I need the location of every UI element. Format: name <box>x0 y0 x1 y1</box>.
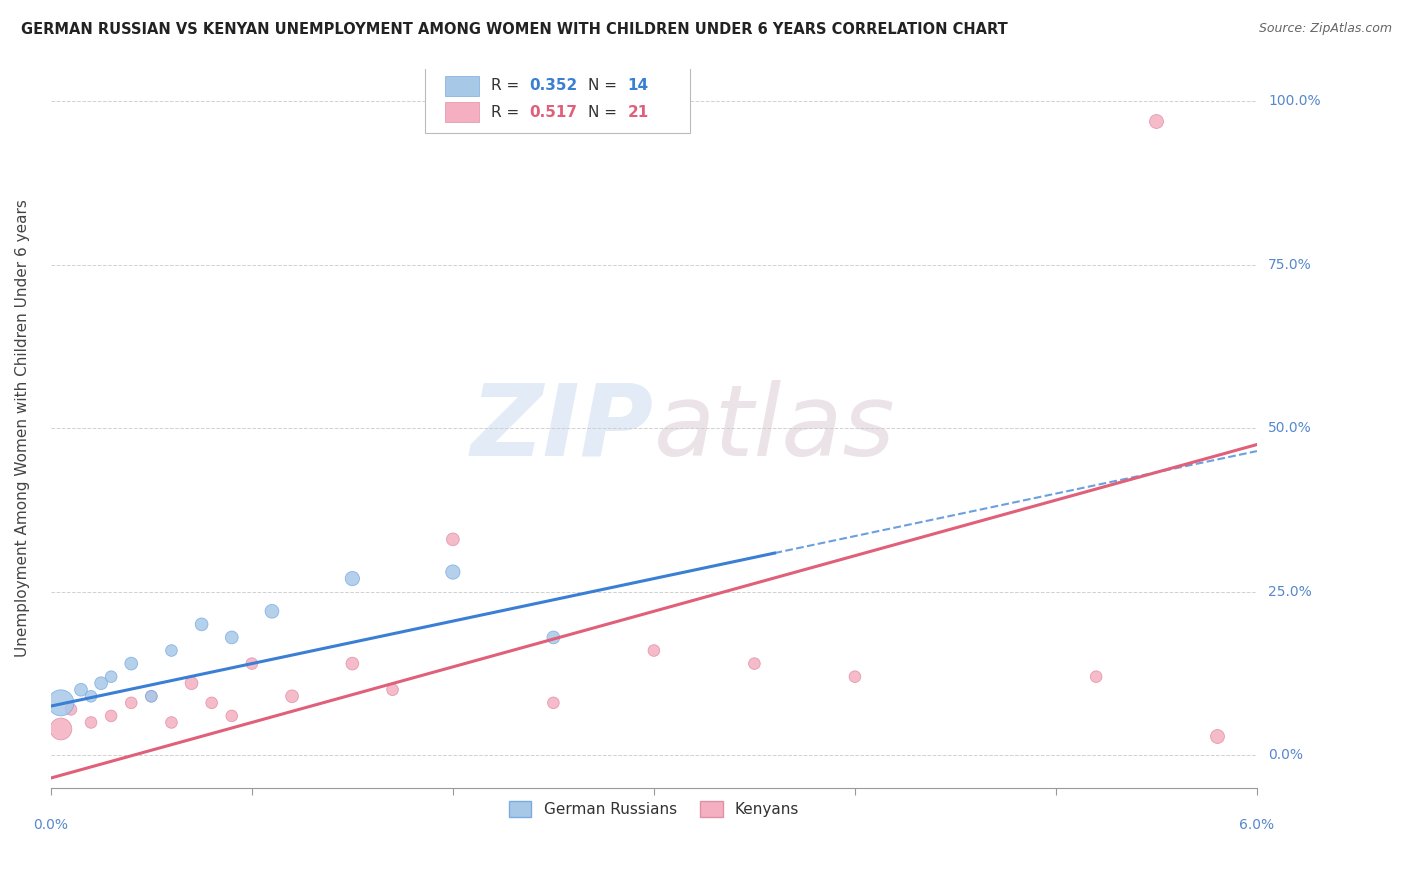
Text: 75.0%: 75.0% <box>1268 258 1312 272</box>
Point <box>1085 670 1108 684</box>
Text: 0.352: 0.352 <box>530 78 578 94</box>
Point <box>70 682 93 697</box>
Text: N =: N = <box>588 105 621 120</box>
Text: 50.0%: 50.0% <box>1268 421 1312 435</box>
Point <box>100 670 122 684</box>
Point <box>260 604 283 618</box>
Point <box>141 690 163 704</box>
Point <box>49 696 72 710</box>
Point <box>240 657 263 671</box>
Text: 21: 21 <box>627 105 648 120</box>
Point <box>543 696 565 710</box>
Point <box>281 690 304 704</box>
Text: 25.0%: 25.0% <box>1268 584 1312 599</box>
Text: GERMAN RUSSIAN VS KENYAN UNEMPLOYMENT AMONG WOMEN WITH CHILDREN UNDER 6 YEARS CO: GERMAN RUSSIAN VS KENYAN UNEMPLOYMENT AM… <box>21 22 1008 37</box>
Y-axis label: Unemployment Among Women with Children Under 6 years: Unemployment Among Women with Children U… <box>15 199 30 657</box>
Point <box>141 690 163 704</box>
Bar <box>446 76 479 95</box>
Text: N =: N = <box>588 78 621 94</box>
Point <box>49 722 72 736</box>
Text: Source: ZipAtlas.com: Source: ZipAtlas.com <box>1258 22 1392 36</box>
Point <box>100 709 122 723</box>
Text: 0.0%: 0.0% <box>1268 748 1303 762</box>
Point <box>80 690 103 704</box>
Point <box>120 657 142 671</box>
Point <box>160 643 183 657</box>
Point <box>543 631 565 645</box>
Point <box>90 676 112 690</box>
Text: ZIP: ZIP <box>471 380 654 476</box>
Point <box>342 572 364 586</box>
Point <box>1146 113 1168 128</box>
Text: R =: R = <box>491 105 524 120</box>
Point <box>190 617 212 632</box>
Point <box>120 696 142 710</box>
Point <box>381 682 404 697</box>
Point <box>342 657 364 671</box>
FancyBboxPatch shape <box>425 65 690 133</box>
Text: 6.0%: 6.0% <box>1240 818 1274 832</box>
Point <box>1205 729 1227 743</box>
Text: 0.517: 0.517 <box>530 105 578 120</box>
Bar <box>446 103 479 122</box>
Point <box>441 533 464 547</box>
Text: atlas: atlas <box>654 380 896 476</box>
Point <box>844 670 866 684</box>
Point <box>221 709 243 723</box>
Point <box>441 565 464 579</box>
Text: 100.0%: 100.0% <box>1268 95 1320 108</box>
Point <box>201 696 224 710</box>
Point <box>221 631 243 645</box>
Point <box>160 715 183 730</box>
Point <box>643 643 665 657</box>
Legend: German Russians, Kenyans: German Russians, Kenyans <box>502 795 806 823</box>
Text: 0.0%: 0.0% <box>34 818 69 832</box>
Point <box>59 702 82 716</box>
Point <box>744 657 766 671</box>
Text: R =: R = <box>491 78 524 94</box>
Text: 14: 14 <box>627 78 648 94</box>
Point <box>180 676 202 690</box>
Point <box>80 715 103 730</box>
